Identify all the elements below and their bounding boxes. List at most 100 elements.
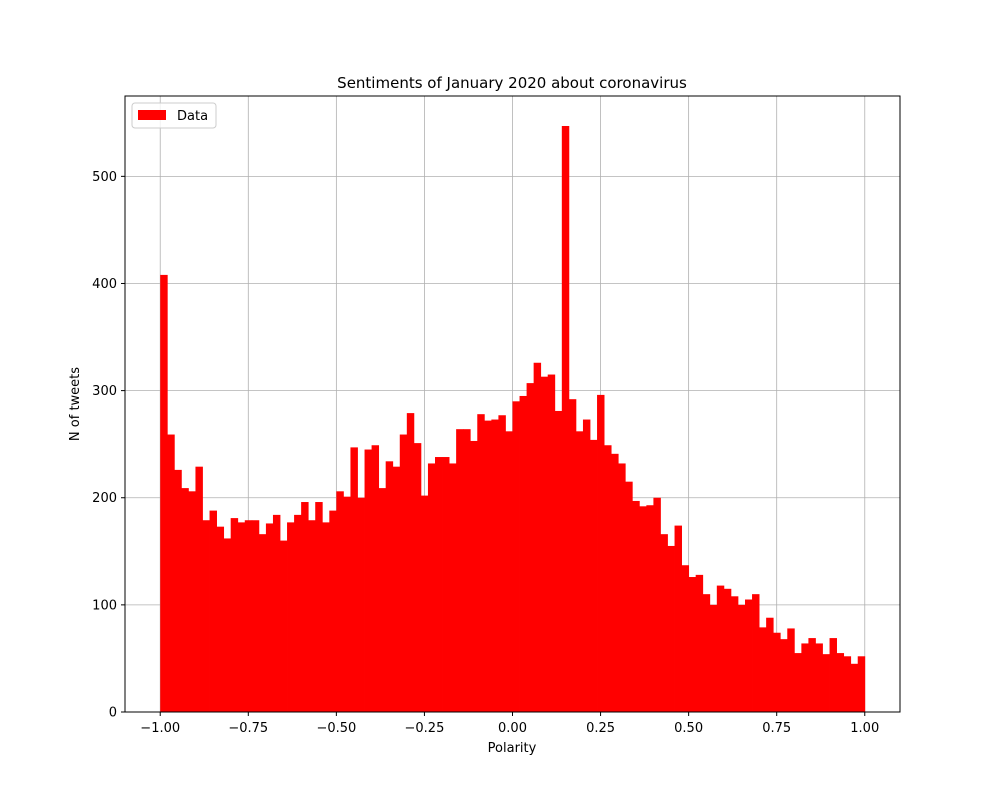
histogram-bar [723, 588, 732, 712]
histogram-bar [745, 599, 753, 712]
histogram-bar [413, 443, 422, 712]
histogram-bar [160, 274, 168, 712]
histogram-bar [378, 488, 387, 712]
histogram-bar [498, 415, 506, 712]
histogram-bar [237, 522, 246, 712]
histogram-bar [815, 643, 823, 712]
histogram-bar [364, 449, 372, 712]
y-axis-ticks: 0 100 200 300 400 500 [92, 170, 125, 721]
y-tick-label: 100 [92, 598, 117, 613]
histogram-bar [519, 395, 527, 712]
y-axis-title: N of tweets [68, 367, 83, 441]
histogram-bar [315, 502, 323, 712]
histogram-bar [357, 497, 365, 712]
histogram-bar [674, 525, 682, 712]
histogram-bar [526, 383, 535, 712]
histogram-bar [209, 510, 217, 712]
histogram-bar [294, 514, 302, 712]
histogram-bar [702, 594, 711, 712]
histogram-bar [533, 362, 542, 712]
histogram-bar [427, 463, 436, 712]
histogram-bar [632, 500, 640, 712]
histogram-bar [836, 653, 845, 712]
histogram-bar [449, 463, 457, 712]
histogram-bar [181, 488, 189, 712]
histogram-bar [681, 565, 690, 712]
legend-label: Data [177, 109, 208, 124]
histogram-bar [801, 643, 809, 712]
histogram-bar [547, 374, 556, 712]
histogram-bar [752, 594, 760, 712]
x-tick-label: −0.50 [316, 721, 356, 736]
legend-box [131, 102, 217, 129]
histogram-bar [561, 125, 570, 712]
histogram-bar [575, 431, 584, 712]
histogram-bar [829, 638, 837, 712]
histogram-bar [808, 638, 816, 712]
histogram-bar [822, 654, 830, 712]
histogram-bar [773, 632, 781, 712]
histogram-bar [371, 445, 380, 712]
histogram-bar [780, 639, 788, 712]
histogram-bar [435, 457, 443, 712]
histogram-bar [554, 410, 563, 712]
histogram-bar [653, 497, 661, 712]
histogram-bar [625, 481, 633, 712]
histogram-bar [287, 522, 295, 712]
histogram-bar [695, 574, 704, 712]
x-axis-ticks: −1.00 −0.75 −0.50 −0.25 0.00 0.25 0.50 0.75 1.00 [140, 712, 879, 736]
histogram-bar [280, 540, 288, 712]
histogram-bar [420, 495, 429, 712]
histogram-bar [350, 447, 358, 712]
histogram-bar [470, 440, 478, 712]
histogram-bar [850, 663, 859, 712]
y-tick-label: 500 [92, 170, 117, 185]
histogram-bar [857, 656, 866, 712]
x-tick-label: 0.25 [586, 721, 615, 736]
histogram-bar [202, 520, 210, 712]
histogram-bar [639, 506, 647, 712]
histogram-bar [540, 376, 549, 712]
histogram-bar [195, 466, 203, 712]
histogram-bar [322, 522, 330, 712]
histogram-bar [167, 434, 175, 712]
histogram-bar [216, 526, 225, 712]
histogram-bar [568, 399, 577, 712]
y-tick-label: 300 [92, 384, 117, 399]
histogram-bar [512, 401, 520, 712]
histogram-bar [272, 514, 281, 712]
histogram-bar [794, 653, 802, 712]
histogram-bar [688, 577, 697, 712]
histogram-bar [582, 419, 591, 712]
histogram-bar [505, 431, 513, 712]
x-tick-label: 1.00 [850, 721, 879, 736]
histogram-bar [716, 585, 725, 712]
histogram-bar [709, 604, 718, 712]
histogram-bar [491, 419, 499, 712]
x-tick-label: 0.50 [674, 721, 703, 736]
histogram-bar [484, 420, 492, 712]
histogram-bar [399, 434, 408, 712]
histogram-bar [392, 466, 401, 712]
histogram-bar [611, 453, 619, 712]
histogram-bar [843, 656, 852, 712]
histogram-bar [456, 429, 464, 712]
histogram-bar [329, 510, 337, 712]
histogram-bar [406, 413, 415, 712]
histogram-bar [265, 523, 274, 712]
x-tick-label: −0.25 [405, 721, 445, 736]
histogram-bar [223, 538, 232, 712]
histogram-bar [730, 596, 739, 712]
x-tick-label: −1.00 [140, 721, 180, 736]
y-tick-label: 0 [109, 706, 117, 721]
histogram-bar [251, 520, 260, 712]
x-tick-label: 0.75 [762, 721, 791, 736]
histogram-bar [174, 469, 182, 712]
legend-swatch [138, 110, 166, 120]
histogram-bar [590, 439, 598, 712]
x-tick-label: −0.75 [228, 721, 268, 736]
histogram-bar [604, 445, 612, 712]
legend: Data [131, 102, 217, 129]
histogram-bar [667, 545, 675, 712]
